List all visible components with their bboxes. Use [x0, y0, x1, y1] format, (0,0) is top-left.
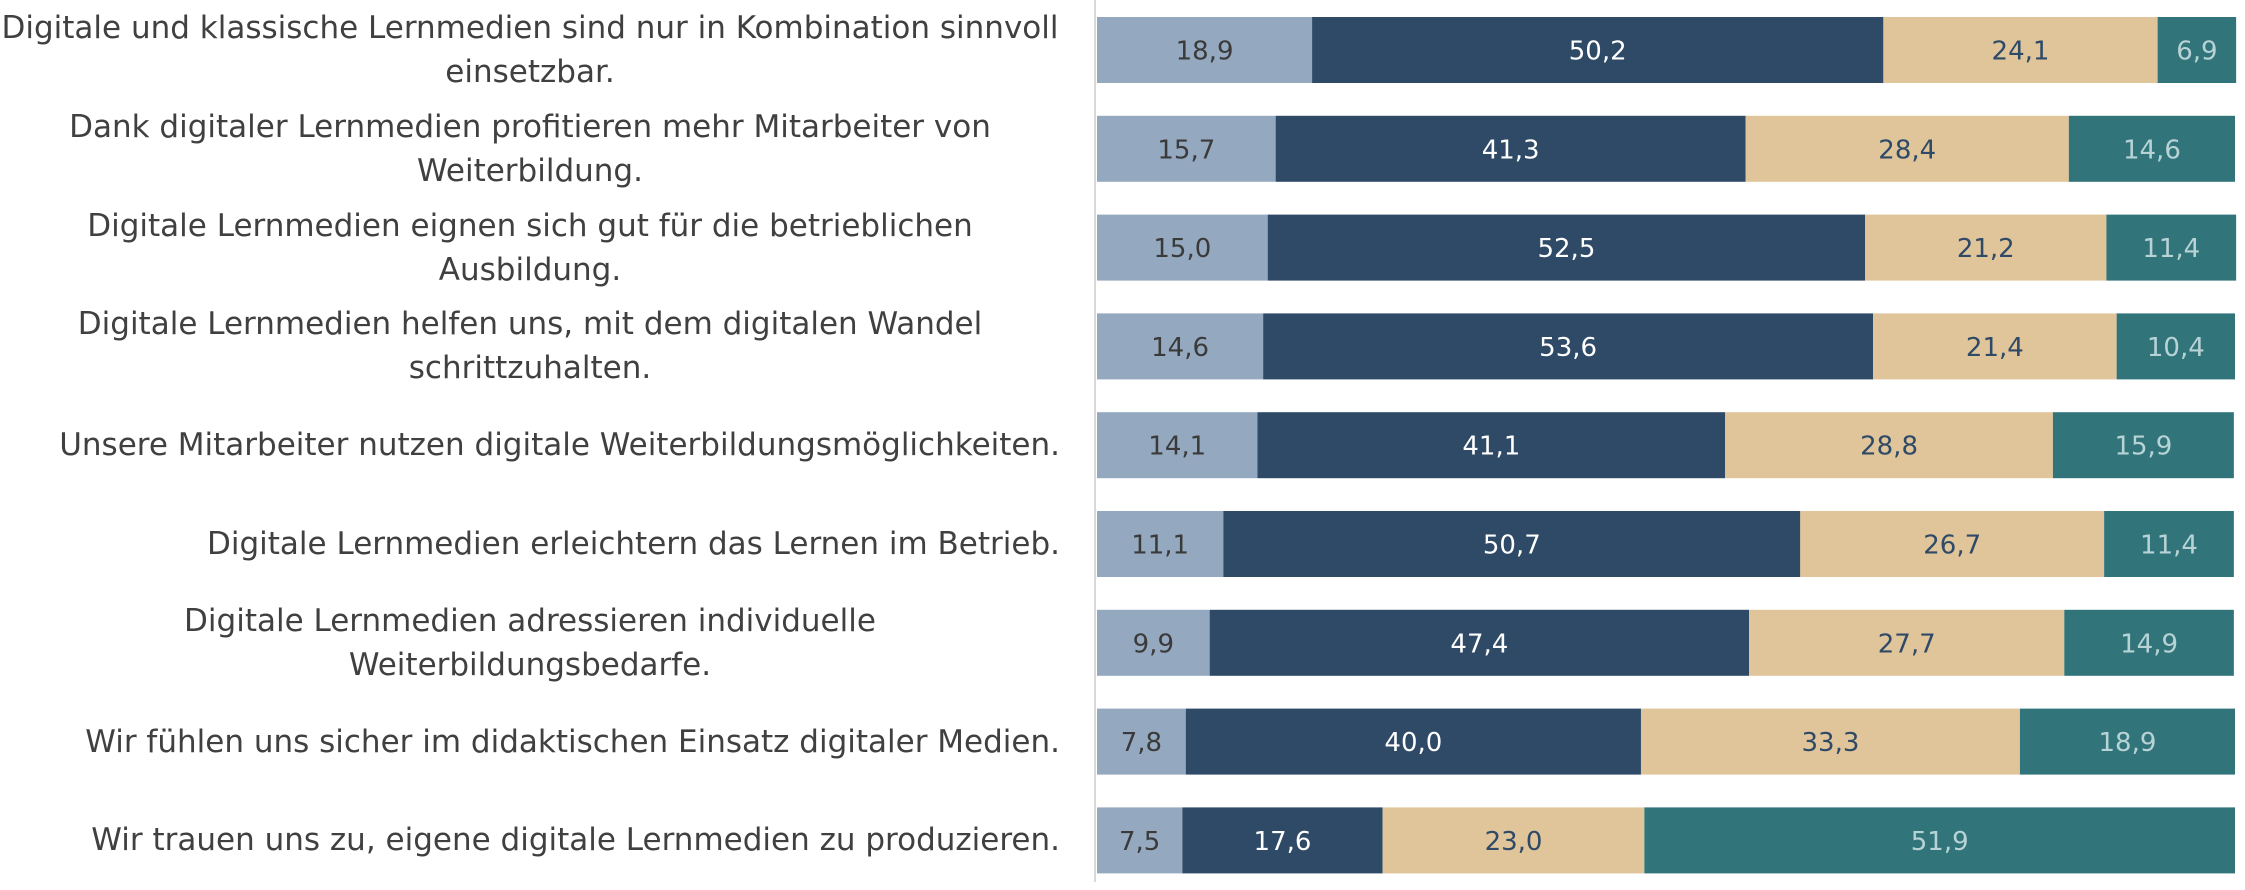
category-text: Digitale und klassische Lernmedien sind … [1, 10, 1059, 90]
category-label: Wir fühlen uns sicher im didaktischen Ei… [0, 692, 1060, 792]
category-text: Digitale Lernmedien helfen uns, mit dem … [77, 306, 983, 387]
bar-segment [2106, 214, 2237, 281]
bar-segment [2116, 313, 2235, 380]
category-text: Wir fühlen uns sicher im didaktischen Ei… [85, 723, 1060, 760]
value-label: 18,9 [2099, 728, 2157, 758]
bar-segment [1873, 313, 2117, 380]
value-label: 50,7 [1483, 531, 1541, 561]
bar-segment [1209, 609, 1750, 676]
bar-segment [2052, 412, 2234, 479]
category-label: Digitale und klassische Lernmedien sind … [0, 0, 1060, 100]
value-label: 14,6 [2123, 135, 2181, 165]
bar-segment [1640, 708, 2020, 775]
category-label: Unsere Mitarbeiter nutzen digitale Weite… [0, 395, 1060, 495]
bar-segment [1725, 412, 2053, 479]
value-label: 27,7 [1878, 629, 1936, 659]
value-label: 53,6 [1539, 333, 1597, 363]
value-label: 9,9 [1133, 629, 1174, 659]
value-label: 33,3 [1801, 728, 1859, 758]
value-label: 26,7 [1923, 531, 1981, 561]
category-text: Digitale Lernmedien adressieren individu… [184, 602, 876, 683]
category-label: Digitale Lernmedien adressieren individu… [0, 593, 1060, 693]
value-label: 41,1 [1462, 432, 1520, 462]
value-label: 28,4 [1878, 135, 1936, 165]
bar-segment [1097, 609, 1210, 676]
value-label: 15,7 [1157, 135, 1215, 165]
bar-segment [1800, 511, 2105, 577]
value-label: 18,9 [1176, 37, 1234, 67]
category-label: Wir trauen uns zu, eigene digitale Lernm… [0, 790, 1060, 890]
value-label: 11,4 [2142, 234, 2200, 264]
bar-segment [1382, 807, 1645, 874]
category-text: Unsere Mitarbeiter nutzen digitale Weite… [59, 427, 1060, 464]
value-label: 15,0 [1153, 234, 1211, 264]
value-label: 11,4 [2140, 531, 2198, 561]
bar-segment [1745, 115, 2069, 182]
value-label: 41,3 [1482, 135, 1540, 165]
value-label: 10,4 [2147, 333, 2205, 363]
value-label: 21,4 [1966, 333, 2024, 363]
value-label: 14,6 [1151, 333, 1209, 363]
bar-segment [1182, 807, 1383, 874]
bar-segment [1257, 412, 1726, 479]
value-label: 47,4 [1450, 629, 1508, 659]
value-label: 11,1 [1131, 531, 1189, 561]
bar-segment [2068, 115, 2235, 182]
value-label: 17,6 [1254, 827, 1312, 857]
bar-segment [1865, 214, 2107, 281]
bar-segment [1185, 708, 1641, 775]
category-text: Digitale Lernmedien eignen sich gut für … [87, 207, 973, 288]
bar-segment [1883, 17, 2158, 83]
bar-segment [1097, 708, 1186, 775]
value-label: 7,5 [1119, 827, 1160, 857]
category-label: Digitale Lernmedien eignen sich gut für … [0, 198, 1060, 298]
value-label: 14,9 [2120, 629, 2178, 659]
value-label: 51,9 [1911, 827, 1969, 857]
bar-segment [1749, 609, 2065, 676]
value-label: 24,1 [1992, 37, 2050, 67]
value-label: 28,8 [1860, 432, 1918, 462]
bar-segment [1263, 313, 1874, 380]
bar-segment [1223, 511, 1801, 577]
bar-segment [1097, 511, 1224, 577]
category-text: Digitale Lernmedien erleichtern das Lern… [207, 526, 1060, 562]
category-text: Dank digitaler Lernmedien profitieren me… [69, 108, 991, 189]
bar-segment [1097, 313, 1264, 380]
bar-segment [1097, 115, 1276, 182]
value-label: 21,2 [1957, 234, 2015, 264]
value-label: 52,5 [1537, 234, 1595, 264]
value-label: 23,0 [1485, 827, 1543, 857]
bar-segment [1267, 214, 1866, 281]
value-label: 40,0 [1384, 728, 1442, 758]
bar-segment [2019, 708, 2235, 775]
bar-segment [1097, 214, 1268, 281]
value-label: 14,1 [1148, 432, 1206, 462]
value-label: 7,8 [1121, 728, 1162, 758]
category-label: Digitale Lernmedien helfen uns, mit dem … [0, 296, 1060, 396]
bar-segment [1275, 115, 1746, 182]
value-label: 6,9 [2176, 37, 2217, 67]
value-label: 15,9 [2114, 432, 2172, 462]
value-label: 50,2 [1569, 37, 1627, 67]
bar-segment [1097, 807, 1183, 874]
category-label: Digitale Lernmedien erleichtern das Lern… [0, 494, 1060, 594]
category-text: Wir trauen uns zu, eigene digitale Lernm… [91, 822, 1060, 859]
bar-segment [2064, 609, 2234, 676]
bar-segment [1644, 807, 2235, 874]
bar-segment [1097, 412, 1258, 479]
category-label: Dank digitaler Lernmedien profitieren me… [0, 99, 1060, 199]
bar-segment [2157, 17, 2237, 83]
bar-segment [1312, 17, 1884, 83]
bar-segment [2104, 511, 2234, 577]
bar-segment [1097, 17, 1313, 83]
